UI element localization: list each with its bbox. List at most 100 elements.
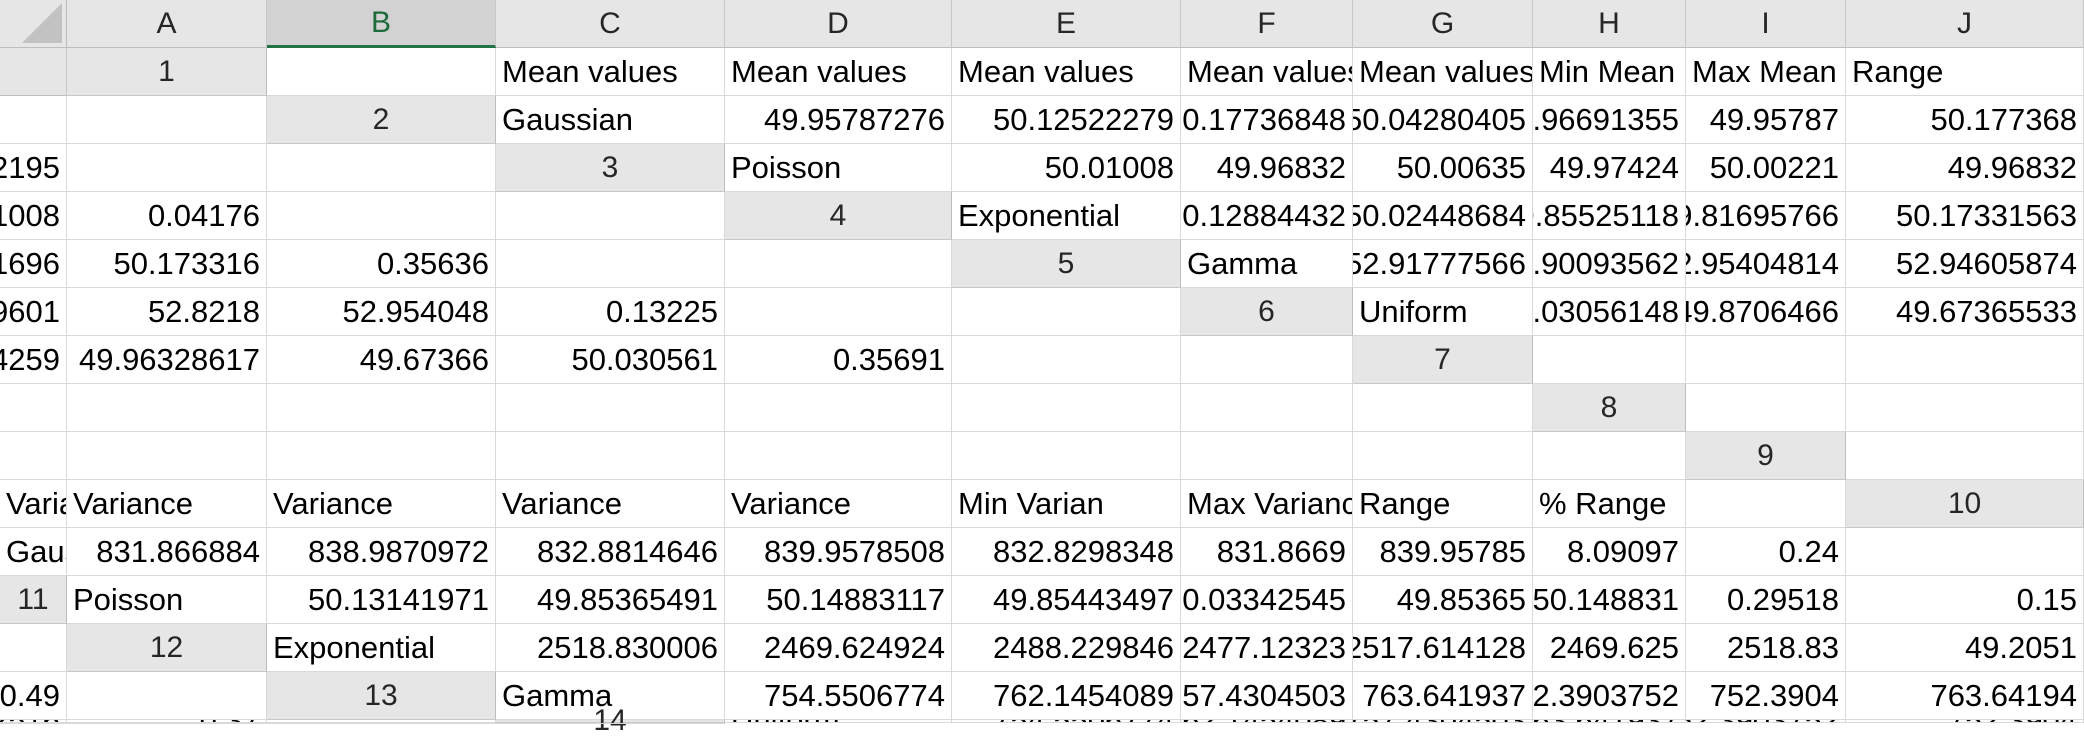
- cell-d5[interactable]: 52.95404814: [1686, 240, 1846, 288]
- column-header-j[interactable]: J: [1846, 0, 2084, 48]
- cell-d12[interactable]: 2488.229846: [952, 624, 1181, 672]
- cell-i5[interactable]: 0.13225: [496, 288, 725, 336]
- cell-b3[interactable]: 50.01008: [952, 144, 1181, 192]
- cell-i8[interactable]: [1181, 432, 1353, 480]
- cell-f2[interactable]: 49.96691355: [1533, 96, 1686, 144]
- cell-f5[interactable]: 52.82179601: [0, 288, 67, 336]
- cell-c3[interactable]: 49.96832: [1181, 144, 1353, 192]
- cell-b7[interactable]: [1686, 336, 1846, 384]
- cell-j10[interactable]: 0.24: [1686, 528, 1846, 576]
- cell-f9[interactable]: Variance: [725, 480, 952, 528]
- cell-d8[interactable]: [67, 432, 267, 480]
- cell-c11[interactable]: 49.85365491: [496, 576, 725, 624]
- row-header-7[interactable]: 7: [1353, 336, 1533, 384]
- cell-c1[interactable]: Mean values: [725, 48, 952, 96]
- cell-j6[interactable]: [952, 336, 1181, 384]
- cell-j9[interactable]: % Range: [1533, 480, 1686, 528]
- cell-d13[interactable]: 757.4304503: [1181, 672, 1353, 720]
- cell-f13[interactable]: 752.3903752: [1533, 672, 1686, 720]
- cell-g6[interactable]: 49.67366: [267, 336, 496, 384]
- cell-g4[interactable]: 49.81696: [0, 240, 67, 288]
- row-header-6[interactable]: 6: [1181, 288, 1353, 336]
- cell-f3[interactable]: 50.00221: [1686, 144, 1846, 192]
- cell-d4[interactable]: 49.85525118: [1533, 192, 1686, 240]
- cell-c2[interactable]: 50.12522279: [952, 96, 1181, 144]
- cell-i2[interactable]: 0.2195: [0, 144, 67, 192]
- cell-g7[interactable]: [496, 384, 725, 432]
- cell-i10[interactable]: 8.09097: [1533, 528, 1686, 576]
- cell-d7[interactable]: [0, 384, 67, 432]
- cell-a6[interactable]: Uniform: [1353, 288, 1533, 336]
- column-header-f[interactable]: F: [1181, 0, 1353, 48]
- cell-e3[interactable]: 49.97424: [1533, 144, 1686, 192]
- cell-h13[interactable]: 763.64194: [1846, 672, 2084, 720]
- cell-c7[interactable]: [1846, 336, 2084, 384]
- cell-j1[interactable]: [0, 96, 67, 144]
- cell-j12[interactable]: 0.49: [0, 672, 67, 720]
- cell-g10[interactable]: 831.8669: [1181, 528, 1353, 576]
- cell-h7[interactable]: [725, 384, 952, 432]
- cell-j2[interactable]: [67, 144, 267, 192]
- cell-e11[interactable]: 49.85443497: [952, 576, 1181, 624]
- cell-c13[interactable]: 762.1454089: [952, 672, 1181, 720]
- cell-c10[interactable]: 838.9870972: [267, 528, 496, 576]
- cell-e10[interactable]: 839.9578508: [725, 528, 952, 576]
- cell-a4[interactable]: Exponential: [952, 192, 1181, 240]
- cell-h11[interactable]: 50.148831: [1533, 576, 1686, 624]
- cell-g1[interactable]: Min Mean: [1533, 48, 1686, 96]
- cell-i6[interactable]: 0.35691: [725, 336, 952, 384]
- cell-h14[interactable]: 763.64194: [0, 723, 67, 724]
- cell-c8[interactable]: [0, 432, 67, 480]
- cell-j5[interactable]: [725, 288, 952, 336]
- cell-j14[interactable]: 0.37: [267, 723, 496, 724]
- cell-f14[interactable]: 752.3903752: [1686, 720, 1846, 723]
- cell-d3[interactable]: 50.00635: [1353, 144, 1533, 192]
- cell-c4[interactable]: 50.02448684: [1353, 192, 1533, 240]
- cell-b1[interactable]: Mean values: [496, 48, 725, 96]
- column-header-e[interactable]: E: [952, 0, 1181, 48]
- row-header-5[interactable]: 5: [952, 240, 1181, 288]
- row-header-4[interactable]: 4: [725, 192, 952, 240]
- cell-j8[interactable]: [1353, 432, 1533, 480]
- row-header-12[interactable]: 12: [67, 624, 267, 672]
- cell-h3[interactable]: 50.01008: [0, 192, 67, 240]
- cell-d14[interactable]: 757.4304503: [1353, 720, 1533, 723]
- cell-c9[interactable]: Variance: [67, 480, 267, 528]
- cell-g3[interactable]: 49.96832: [1846, 144, 2084, 192]
- cell-f8[interactable]: [496, 432, 725, 480]
- cell-b2[interactable]: 49.95787276: [725, 96, 952, 144]
- cell-e5[interactable]: 52.94605874: [1846, 240, 2084, 288]
- cell-g11[interactable]: 49.85365: [1353, 576, 1533, 624]
- column-header-d[interactable]: D: [725, 0, 952, 48]
- cell-g14[interactable]: 752.3904: [1846, 720, 2084, 723]
- cell-e8[interactable]: [267, 432, 496, 480]
- cell-g2[interactable]: 49.95787: [1686, 96, 1846, 144]
- cell-d1[interactable]: Mean values: [952, 48, 1181, 96]
- cell-h12[interactable]: 2518.83: [1686, 624, 1846, 672]
- cell-i12[interactable]: 49.2051: [1846, 624, 2084, 672]
- cell-b4[interactable]: 50.12884432: [1181, 192, 1353, 240]
- cell-a14[interactable]: Uniform: [725, 720, 952, 723]
- cell-f12[interactable]: 2517.614128: [1353, 624, 1533, 672]
- cell-a5[interactable]: Gamma: [1181, 240, 1353, 288]
- cell-d11[interactable]: 50.14883117: [725, 576, 952, 624]
- cell-e7[interactable]: [67, 384, 267, 432]
- cell-g8[interactable]: [725, 432, 952, 480]
- row-header-1[interactable]: 1: [67, 48, 267, 96]
- cell-j7[interactable]: [1181, 384, 1353, 432]
- cell-a12[interactable]: Exponential: [267, 624, 496, 672]
- cell-d6[interactable]: 49.67365533: [1846, 288, 2084, 336]
- cell-g12[interactable]: 2469.625: [1533, 624, 1686, 672]
- cell-a9[interactable]: [1846, 432, 2084, 480]
- cell-i14[interactable]: 11.2516: [67, 723, 267, 724]
- cell-a3[interactable]: Poisson: [725, 144, 952, 192]
- select-all-corner[interactable]: [0, 0, 67, 48]
- cell-d2[interactable]: 50.17736848: [1181, 96, 1353, 144]
- cell-b6[interactable]: 50.03056148: [1533, 288, 1686, 336]
- cell-d10[interactable]: 832.8814646: [496, 528, 725, 576]
- cell-f4[interactable]: 50.17331563: [1846, 192, 2084, 240]
- cell-a1[interactable]: [267, 48, 496, 96]
- cell-f10[interactable]: 832.8298348: [952, 528, 1181, 576]
- cell-j3[interactable]: [267, 192, 496, 240]
- cell-b5[interactable]: 52.91777566: [1353, 240, 1533, 288]
